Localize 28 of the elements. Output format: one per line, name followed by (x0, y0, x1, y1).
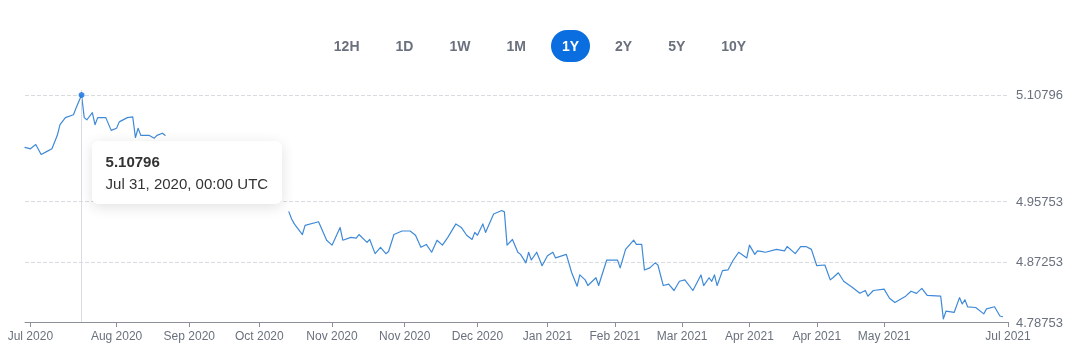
x-tick-label: Mar 2021 (656, 329, 708, 343)
x-tick-label: Nov 2020 (306, 329, 359, 343)
annotation: 5.10796 (105, 152, 161, 170)
x-tick-label: May 2021 (857, 329, 911, 343)
text: 1W (448, 37, 472, 56)
x-tick-label: Jan 2021 (522, 329, 573, 343)
y-tick-label: 4.78753 (1016, 314, 1063, 330)
x-tick-label: Nov 2020 (379, 329, 431, 343)
text: 1Y (550, 30, 590, 62)
y-tick-label: 5.10796 (1016, 87, 1063, 103)
x-tick-label: Apr 2021 (792, 329, 842, 343)
x-tick-label: Jul 2021 (985, 329, 1032, 343)
text: 10Y (720, 37, 748, 56)
text: 1D (394, 37, 415, 56)
x-tick-label: Sep 2020 (163, 329, 216, 343)
text: 1M (505, 37, 527, 56)
text: 12H (332, 37, 361, 56)
x-tick-label: Apr 2021 (725, 329, 775, 343)
y-tick-label: 4.87253 (1016, 254, 1063, 270)
annotation: Jul 31, 2020, 00:00 UTC (105, 174, 269, 192)
x-tick-label: Dec 2020 (451, 329, 504, 343)
y-tick-label: 4.95753 (1016, 194, 1063, 210)
x-tick-label: Oct 2020 (234, 329, 284, 343)
x-tick-label: Aug 2020 (90, 329, 143, 343)
text: 2Y (614, 37, 634, 56)
x-tick-label: Jul 2020 (7, 329, 54, 343)
x-tick-label: Feb 2021 (589, 329, 641, 343)
text: 5Y (667, 37, 687, 56)
